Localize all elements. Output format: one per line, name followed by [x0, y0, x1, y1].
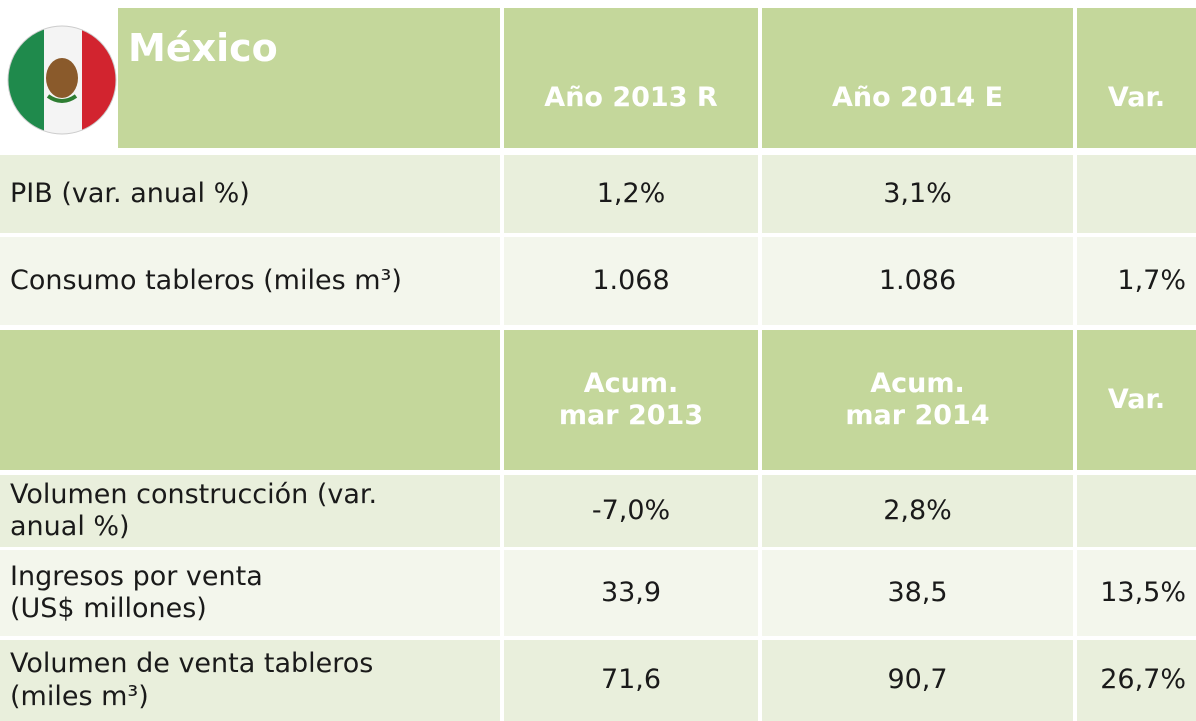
- value-cell: 71,6: [504, 640, 758, 721]
- value-cell: 26,7%: [1077, 640, 1196, 721]
- value-cell: 2,8%: [762, 475, 1073, 547]
- row-label: Consumo tableros (miles m³): [0, 237, 500, 325]
- value-cell: 1,2%: [504, 155, 758, 233]
- row-label: Ingresos por venta (US$ millones): [0, 550, 500, 636]
- row-label: Volumen construcción (var. anual %): [0, 475, 500, 547]
- subheader-cell: Var.: [1077, 330, 1196, 470]
- subheader-cell: Acum. mar 2014: [762, 330, 1073, 470]
- country-cell: México: [118, 8, 500, 148]
- value-cell: [1077, 475, 1196, 547]
- value-cell: 13,5%: [1077, 550, 1196, 636]
- value-cell: 90,7: [762, 640, 1073, 721]
- header-cell: Año 2013 R: [504, 8, 758, 148]
- header-cell: Año 2014 E: [762, 8, 1073, 148]
- flag: [7, 25, 117, 135]
- value-cell: 3,1%: [762, 155, 1073, 233]
- value-cell: 1.068: [504, 237, 758, 325]
- row-label: Volumen de venta tableros (miles m³): [0, 640, 500, 721]
- value-cell: 1.086: [762, 237, 1073, 325]
- value-cell: [1077, 155, 1196, 233]
- subheader-cell: [0, 330, 500, 470]
- value-cell: 1,7%: [1077, 237, 1196, 325]
- value-cell: 38,5: [762, 550, 1073, 636]
- value-cell: 33,9: [504, 550, 758, 636]
- row-label: PIB (var. anual %): [0, 155, 500, 233]
- value-cell: -7,0%: [504, 475, 758, 547]
- subheader-cell: Acum. mar 2013: [504, 330, 758, 470]
- header-cell: Var.: [1077, 8, 1196, 148]
